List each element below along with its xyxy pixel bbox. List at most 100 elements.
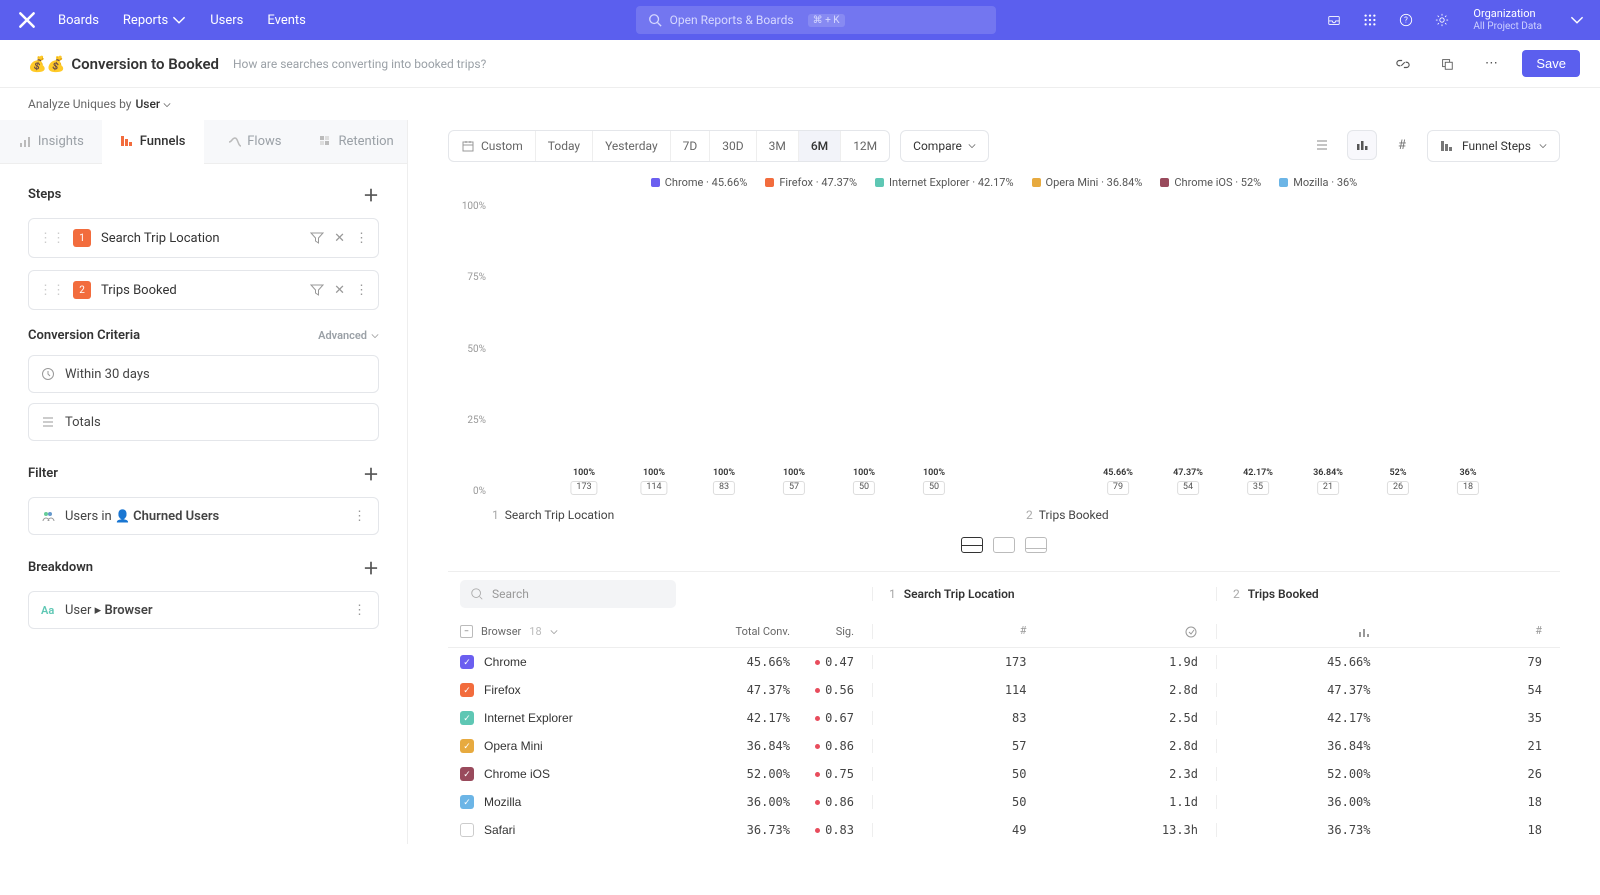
chevron-down-icon[interactable] — [1570, 13, 1584, 27]
more-icon[interactable]: ⋯ — [1478, 51, 1504, 77]
layout-split[interactable] — [961, 537, 983, 553]
table-row[interactable]: ✓Mozilla 36.00% 0.86 501.1d 36.00%18 — [448, 788, 1560, 816]
title-text: Conversion to Booked — [71, 55, 219, 73]
date-range-3m[interactable]: 3M — [757, 131, 799, 161]
global-search[interactable]: Open Reports & Boards ⌘ + K — [636, 6, 996, 34]
nav-boards[interactable]: Boards — [58, 13, 99, 28]
org-selector[interactable]: Organization All Project Data — [1473, 7, 1542, 32]
step-more-icon[interactable]: ⋮ — [355, 283, 368, 298]
nav-reports[interactable]: Reports — [123, 13, 186, 28]
link-icon[interactable] — [1390, 51, 1416, 77]
row-s2-count: 26 — [1389, 767, 1561, 781]
nav-users[interactable]: Users — [210, 13, 243, 28]
filter-more-icon[interactable]: ⋮ — [353, 509, 366, 524]
row-browser: Opera Mini — [484, 739, 543, 753]
pct-column-icon[interactable] — [1217, 624, 1389, 638]
step-card[interactable]: ⋮⋮ 2 Trips Booked ✕ ⋮ — [28, 270, 379, 310]
filter-icon[interactable] — [310, 231, 324, 246]
row-checkbox[interactable]: ✓ — [460, 795, 474, 809]
tab-retention[interactable]: Retention — [305, 120, 407, 163]
copy-icon[interactable] — [1434, 51, 1460, 77]
filter-chip[interactable]: Users in 👤 Churned Users ⋮ — [28, 497, 379, 535]
row-conv: 52.00% — [678, 767, 808, 781]
view-bar-icon[interactable] — [1347, 130, 1377, 160]
y-tick: 50% — [467, 344, 486, 355]
row-sig: 0.86 — [808, 739, 872, 753]
table-row[interactable]: ✓Internet Explorer 42.17% 0.67 832.5d 42… — [448, 704, 1560, 732]
remove-step-icon[interactable]: ✕ — [334, 283, 345, 298]
filter-icon[interactable] — [310, 283, 324, 298]
titlebar: 💰💰 Conversion to Booked How are searches… — [0, 40, 1600, 88]
nav-events[interactable]: Events — [267, 13, 305, 28]
row-s2-pct: 45.66% — [1217, 655, 1389, 669]
time-column-icon[interactable] — [1045, 624, 1217, 638]
table-search[interactable]: Search — [460, 580, 676, 608]
table-row[interactable]: ✓Chrome iOS 52.00% 0.75 502.3d 52.00%26 — [448, 760, 1560, 788]
add-step-button[interactable]: ＋ — [363, 182, 379, 206]
help-icon[interactable]: ? — [1397, 11, 1415, 29]
table-row[interactable]: ✓Firefox 47.37% 0.56 1142.8d 47.37%54 — [448, 676, 1560, 704]
view-number-icon[interactable]: # — [1387, 130, 1417, 160]
table-row[interactable]: Safari 36.73% 0.83 4913.3h 36.73%18 — [448, 816, 1560, 844]
analyze-value[interactable]: User — [135, 97, 171, 111]
apps-icon[interactable] — [1361, 11, 1379, 29]
date-range-yesterday[interactable]: Yesterday — [593, 131, 671, 161]
app-logo[interactable] — [16, 9, 38, 31]
count2-column-icon[interactable]: # — [1389, 624, 1561, 638]
add-filter-button[interactable]: ＋ — [363, 461, 379, 485]
chevron-down-icon — [550, 628, 558, 636]
view-list-icon[interactable] — [1307, 130, 1337, 160]
table-row[interactable]: ✓Chrome 45.66% 0.47 1731.9d 45.66%79 — [448, 648, 1560, 676]
layout-bottom[interactable] — [1025, 537, 1047, 553]
count-column-icon[interactable]: # — [873, 624, 1045, 638]
inbox-icon[interactable] — [1325, 11, 1343, 29]
tab-flows[interactable]: Flows — [204, 120, 306, 163]
row-checkbox[interactable]: ✓ — [460, 655, 474, 669]
conv-column-header[interactable]: Total Conv. — [678, 625, 808, 638]
row-checkbox[interactable]: ✓ — [460, 739, 474, 753]
gear-icon[interactable] — [1433, 11, 1451, 29]
legend-item[interactable]: Chrome · 45.66% — [651, 176, 748, 189]
save-button[interactable]: Save — [1522, 50, 1580, 77]
date-range-today[interactable]: Today — [536, 131, 593, 161]
breakdown-chip[interactable]: Aa User ▸ Browser ⋮ — [28, 591, 379, 629]
legend-item[interactable]: Firefox · 47.37% — [765, 176, 857, 189]
remove-step-icon[interactable]: ✕ — [334, 231, 345, 246]
chart-toolbar: CustomTodayYesterday7D30D3M6M12M Compare… — [448, 130, 1560, 162]
date-range-30d[interactable]: 30D — [710, 131, 756, 161]
row-checkbox[interactable]: ✓ — [460, 711, 474, 725]
drag-handle-icon[interactable]: ⋮⋮ — [39, 283, 65, 298]
row-checkbox[interactable]: ✓ — [460, 767, 474, 781]
date-range-7d[interactable]: 7D — [671, 131, 711, 161]
layout-top[interactable] — [993, 537, 1015, 553]
row-s2-pct: 36.00% — [1217, 795, 1389, 809]
drag-handle-icon[interactable]: ⋮⋮ — [39, 231, 65, 246]
criteria-advanced[interactable]: Advanced — [318, 329, 379, 342]
funnel-steps-dropdown[interactable]: Funnel Steps — [1427, 130, 1560, 162]
tab-funnels[interactable]: Funnels — [102, 120, 204, 164]
step-more-icon[interactable]: ⋮ — [355, 231, 368, 246]
breakdown-more-icon[interactable]: ⋮ — [353, 603, 366, 618]
criteria-totals[interactable]: Totals — [28, 403, 379, 441]
row-browser: Mozilla — [484, 795, 521, 809]
tab-insights[interactable]: Insights — [0, 120, 102, 163]
row-sig: 0.75 — [808, 767, 872, 781]
org-sub: All Project Data — [1473, 21, 1542, 33]
table-row[interactable]: ✓Opera Mini 36.84% 0.86 572.8d 36.84%21 — [448, 732, 1560, 760]
date-range-12m[interactable]: 12M — [841, 131, 889, 161]
date-range-6m[interactable]: 6M — [799, 131, 841, 161]
legend-item[interactable]: Opera Mini · 36.84% — [1032, 176, 1143, 189]
step-card[interactable]: ⋮⋮ 1 Search Trip Location ✕ ⋮ — [28, 218, 379, 258]
row-s1-time: 1.1d — [1045, 795, 1217, 809]
legend-item[interactable]: Mozilla · 36% — [1279, 176, 1357, 189]
row-checkbox[interactable]: ✓ — [460, 683, 474, 697]
compare-button[interactable]: Compare — [900, 130, 989, 162]
row-checkbox[interactable] — [460, 823, 474, 837]
sig-column-header[interactable]: Sig. — [808, 625, 872, 638]
legend-item[interactable]: Chrome iOS · 52% — [1160, 176, 1261, 189]
criteria-within[interactable]: Within 30 days — [28, 355, 379, 393]
add-breakdown-button[interactable]: ＋ — [363, 555, 379, 579]
date-range-custom[interactable]: Custom — [449, 131, 536, 161]
legend-item[interactable]: Internet Explorer · 42.17% — [875, 176, 1014, 189]
browser-column-header[interactable]: − Browser 18 — [448, 625, 678, 638]
